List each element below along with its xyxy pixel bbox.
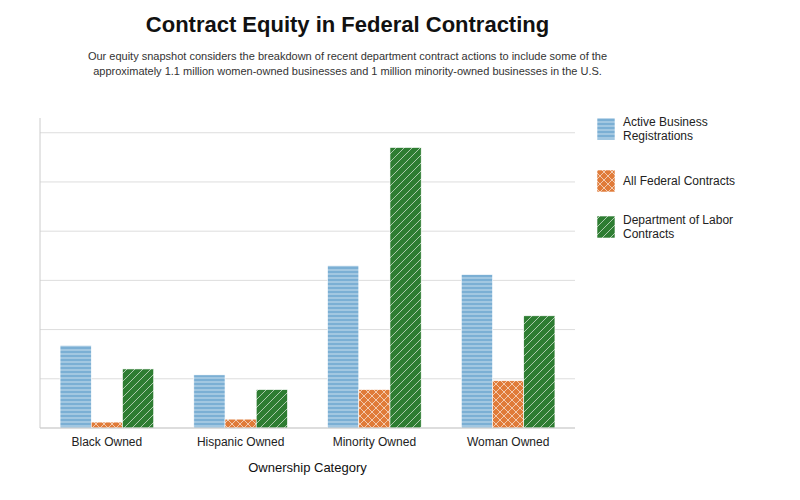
x-tick-label: Minority Owned	[333, 435, 416, 449]
background	[0, 0, 800, 500]
bar	[524, 316, 555, 428]
legend-swatch	[597, 118, 615, 140]
grid-line	[40, 231, 575, 232]
grid-line	[40, 428, 575, 429]
legend-swatch	[597, 216, 615, 238]
x-tick-label: Hispanic Owned	[197, 435, 284, 449]
text-line: Department of Labor	[623, 213, 733, 227]
legend-label: Department of LaborContracts	[623, 213, 733, 241]
grid-line	[40, 181, 575, 182]
text-line: approximately 1.1 million women-owned bu…	[93, 65, 602, 77]
x-axis-label: Ownership Category	[248, 460, 367, 475]
bar	[256, 390, 287, 428]
text-line: Contracts	[623, 227, 674, 241]
x-tick-label: Woman Owned	[467, 435, 549, 449]
chart-container: Contract Equity in Federal Contracting Ou…	[0, 0, 800, 500]
bar	[493, 381, 524, 428]
y-axis-line	[40, 118, 41, 428]
grid-line	[40, 378, 575, 379]
bar	[91, 422, 122, 428]
grid-line	[40, 280, 575, 281]
text-line: Registrations	[623, 129, 693, 143]
grid	[40, 133, 575, 428]
bar	[225, 419, 256, 428]
title: Contract Equity in Federal Contracting	[146, 12, 549, 37]
bar	[194, 375, 225, 428]
bar	[60, 345, 91, 428]
grid-line	[40, 132, 575, 133]
text-line: All Federal Contracts	[623, 174, 735, 188]
x-tick-label: Black Owned	[72, 435, 143, 449]
bar	[390, 148, 421, 428]
subtitle: Our equity snapshot considers the breakd…	[88, 50, 607, 77]
bars	[60, 148, 555, 428]
text-line: Our equity snapshot considers the breakd…	[88, 50, 607, 62]
legend: Active BusinessRegistrations All Federal …	[597, 115, 735, 241]
legend-label: All Federal Contracts	[623, 174, 735, 188]
grid-line	[40, 329, 575, 330]
chart-svg: Contract Equity in Federal Contracting Ou…	[0, 0, 800, 500]
legend-swatch	[597, 170, 615, 192]
bar	[461, 274, 492, 428]
legend-label: Active BusinessRegistrations	[623, 115, 708, 143]
x-axis-line	[40, 428, 575, 429]
bar	[359, 390, 390, 428]
bar	[328, 266, 359, 428]
text-line: Active Business	[623, 115, 708, 129]
bar	[122, 369, 153, 428]
